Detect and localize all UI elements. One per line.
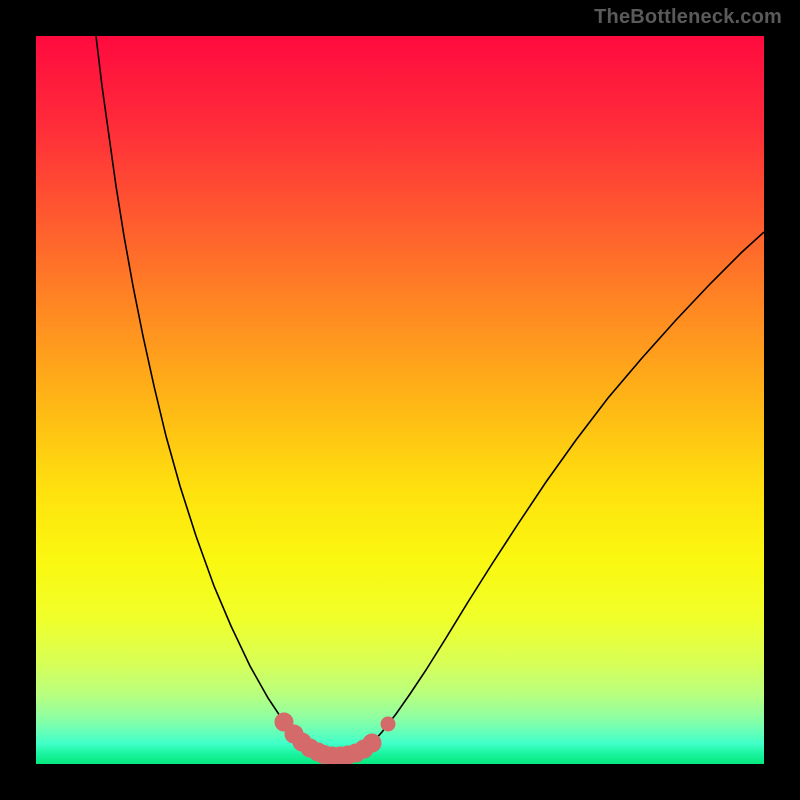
curve-line — [96, 36, 764, 756]
curve-marker — [381, 717, 395, 731]
curve-marker — [363, 734, 381, 752]
bottleneck-curve — [36, 36, 764, 764]
plot-area — [36, 36, 764, 764]
curve-markers — [275, 713, 395, 764]
watermark-text: TheBottleneck.com — [594, 6, 782, 29]
